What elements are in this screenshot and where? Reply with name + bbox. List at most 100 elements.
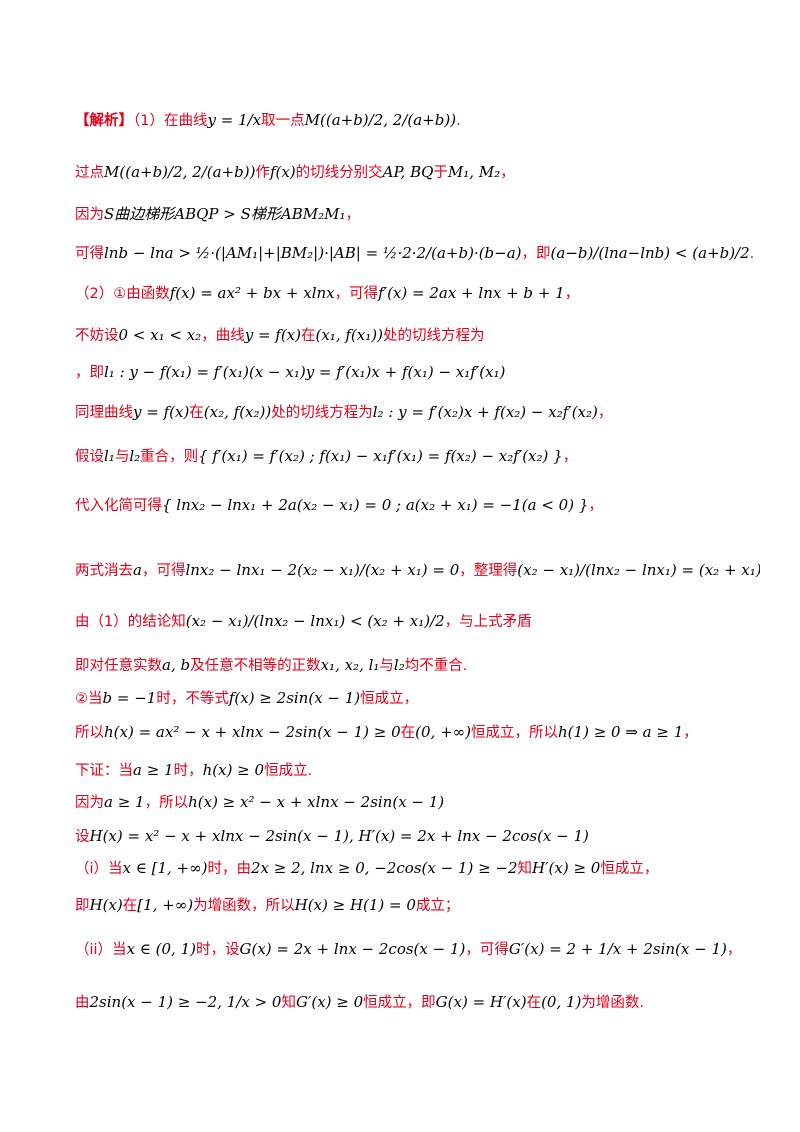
explanation-text: 取一点	[261, 113, 305, 129]
explanation-text: 处的切线方程为	[382, 328, 485, 344]
explanation-text: 即	[75, 898, 90, 914]
explanation-text: .	[749, 246, 755, 262]
section-tag: 【解析】	[75, 113, 133, 129]
explanation-text: （i）当	[75, 861, 123, 877]
solution-line: 两式消去a，可得lnx₂ − lnx₁ − 2(x₂ − x₁)/(x₂ + x…	[75, 560, 760, 581]
explanation-text: 与	[114, 449, 130, 465]
explanation-text: ，	[683, 725, 698, 741]
math-expression: (x₂, f(x₂))	[203, 403, 272, 421]
explanation-text: 可得	[75, 246, 104, 262]
math-expression: G′(x) = 2 + 1/x + 2sin(x − 1)	[508, 940, 727, 958]
explanation-text: 为增函数.	[581, 995, 645, 1011]
explanation-text: 恒成立，	[600, 861, 659, 877]
math-expression: { lnx₂ − lnx₁ + 2a(x₂ − x₁) = 0 ; a(x₂ +…	[162, 496, 589, 514]
explanation-text: ，即	[75, 365, 104, 381]
explanation-text: （2）①由函数	[75, 286, 170, 302]
solution-line: 由（1）的结论知(x₂ − x₁)/(lnx₂ − lnx₁) < (x₂ + …	[75, 611, 760, 632]
explanation-text: ，可得	[465, 942, 509, 958]
math-expression: x ∈ (0, 1)	[126, 940, 196, 958]
explanation-text: ，	[562, 449, 578, 465]
math-expression: y = f(x)	[133, 403, 190, 421]
explanation-text: ，	[588, 498, 603, 514]
math-expression: h(x) ≥ 0	[202, 761, 265, 779]
explanation-text: 在	[400, 725, 416, 741]
math-expression: M₁, M₂	[447, 163, 501, 181]
math-expression: h(x) ≥ x² − x + xlnx − 2sin(x − 1)	[188, 793, 445, 811]
math-expression: y = 1/x	[207, 111, 262, 129]
solution-line: 代入化简可得{ lnx₂ − lnx₁ + 2a(x₂ − x₁) = 0 ; …	[75, 495, 760, 516]
explanation-text: 在	[189, 405, 204, 421]
math-expression: l₂	[129, 447, 141, 465]
solution-line: 假设l₁与l₂重合，则{ f′(x₁) = f′(x₂) ; f(x₁) − x…	[75, 446, 760, 467]
explanation-text: ，所以	[144, 795, 189, 811]
explanation-text: 时，不等式	[156, 691, 229, 707]
math-expression: (x₂ − x₁)/(lnx₂ − lnx₁) = (x₂ + x₁)/2	[517, 561, 760, 579]
math-expression: (0, +∞)	[415, 723, 472, 741]
math-expression: (x₁, f(x₁))	[315, 326, 383, 344]
explanation-text: ，	[500, 165, 515, 181]
math-expression: lnb − lna > ½·(|AM₁|+|BM₂|)·|AB| = ½·2·2…	[104, 244, 522, 262]
math-expression: 2sin(x − 1) ≥ −2, 1/x > 0	[89, 993, 282, 1011]
math-expression: a ≥ 1	[104, 793, 145, 811]
math-expression: x ∈ [1, +∞)	[122, 859, 208, 877]
math-expression: l₁	[104, 447, 115, 465]
math-expression: [1, +∞)	[137, 896, 194, 914]
explanation-text: 恒成立.	[264, 763, 313, 779]
explanation-text: ，	[345, 207, 361, 223]
solution-line: 因为a ≥ 1，所以h(x) ≥ x² − x + xlnx − 2sin(x …	[75, 792, 760, 813]
explanation-text: ，整理得	[459, 563, 518, 579]
math-expression: l₂ : y = f′(x₂)x + f(x₂) − x₂f′(x₂)	[372, 403, 598, 421]
math-expression: y = f′(x₁)x + f(x₁) − x₁f′(x₁)	[305, 363, 506, 381]
explanation-text: 在	[526, 995, 542, 1011]
explanation-text: 即对任意实数	[75, 658, 162, 674]
solution-line: 不妨设0 < x₁ < x₂，曲线y = f(x)在(x₁, f(x₁))处的切…	[75, 325, 760, 346]
math-expression: 0 < x₁ < x₂	[118, 326, 202, 344]
explanation-text: 恒成立，所以	[471, 725, 559, 741]
explanation-text: （1）在曲线	[133, 113, 208, 129]
math-expression: h(1) ≥ 0 ⇒ a ≥ 1	[558, 723, 684, 741]
math-expression: a	[133, 561, 142, 579]
explanation-text: .	[456, 113, 461, 129]
explanation-text: 的切线分别交	[295, 165, 383, 181]
solution-line: 同理曲线y = f(x)在(x₂, f(x₂))处的切线方程为l₂ : y = …	[75, 402, 760, 423]
explanation-text: 及任意不相等的正数	[190, 658, 321, 674]
explanation-text: ，	[726, 942, 742, 958]
solution-line: 过点M((a+b)/2, 2/(a+b))作f(x)的切线分别交AP, BQ于M…	[75, 162, 760, 183]
explanation-text: ，可得	[141, 563, 186, 579]
math-expression: f′(x) = 2ax + lnx + b + 1	[378, 284, 565, 302]
explanation-text: ，	[564, 286, 580, 302]
math-expression: l₂	[393, 656, 405, 674]
explanation-text: 时，	[173, 763, 203, 779]
math-expression: G(x) = 2x + lnx − 2cos(x − 1)	[239, 940, 466, 958]
math-expression: x₁, x₂, l₁	[320, 656, 380, 674]
explanation-text: 均不重合.	[404, 658, 468, 674]
solution-line: 所以h(x) = ax² − x + xlnx − 2sin(x − 1) ≥ …	[75, 722, 760, 743]
solution-line: （ii）当x ∈ (0, 1)时，设G(x) = 2x + lnx − 2cos…	[75, 939, 760, 960]
math-expression: M((a+b)/2, 2/(a+b))	[104, 163, 256, 181]
math-expression: G′(x) ≥ 0	[295, 993, 364, 1011]
math-expression: H′(x) ≥ 0	[532, 859, 601, 877]
solution-line: 可得lnb − lna > ½·(|AM₁|+|BM₂|)·|AB| = ½·2…	[75, 243, 760, 264]
explanation-text: 设	[75, 829, 90, 845]
explanation-text: 下证：当	[75, 763, 133, 779]
math-expression: a, b	[162, 656, 191, 674]
math-expression: l₁ : y − f(x₁) = f′(x₁)(x − x₁)	[104, 363, 306, 381]
explanation-text: 所以	[75, 725, 104, 741]
explanation-text: 假设	[75, 449, 104, 465]
explanation-text: 因为	[75, 207, 104, 223]
solution-line: ②当b = −1时，不等式f(x) ≥ 2sin(x − 1)恒成立，	[75, 688, 760, 709]
explanation-text: 为增函数，所以	[193, 898, 295, 914]
math-expression: 2x ≥ 2, lnx ≥ 0, −2cos(x − 1) ≥ −2	[250, 859, 518, 877]
math-expression: (a−b)/(lna−lnb) < (a+b)/2	[550, 244, 750, 262]
explanation-text: 恒成立，即	[363, 995, 436, 1011]
solution-line: （i）当x ∈ [1, +∞)时，由2x ≥ 2, lnx ≥ 0, −2cos…	[75, 858, 760, 879]
explanation-text: 成立；	[415, 898, 460, 914]
explanation-text: ，即	[521, 246, 551, 262]
math-expression: f(x) = ax² + bx + xlnx	[169, 284, 335, 302]
solution-line: 【解析】（1）在曲线y = 1/x取一点M((a+b)/2, 2/(a+b)).	[75, 110, 760, 131]
explanation-text: ，可得	[334, 286, 379, 302]
math-expression: f(x)	[269, 163, 296, 181]
explanation-text: ，曲线	[201, 328, 245, 344]
math-expression: b = −1	[102, 689, 157, 707]
